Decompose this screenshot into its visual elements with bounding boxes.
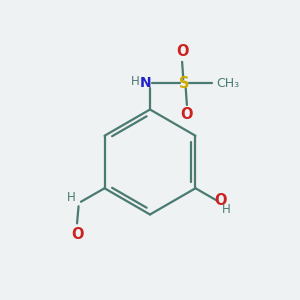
Text: CH₃: CH₃ [216, 77, 239, 90]
Text: H: H [222, 203, 231, 216]
Text: O: O [214, 193, 226, 208]
Text: H: H [131, 75, 140, 88]
Text: H: H [67, 191, 75, 204]
Text: S: S [179, 76, 190, 91]
Text: O: O [71, 227, 83, 242]
Text: O: O [181, 107, 193, 122]
Text: O: O [176, 44, 188, 59]
Text: N: N [140, 76, 151, 90]
